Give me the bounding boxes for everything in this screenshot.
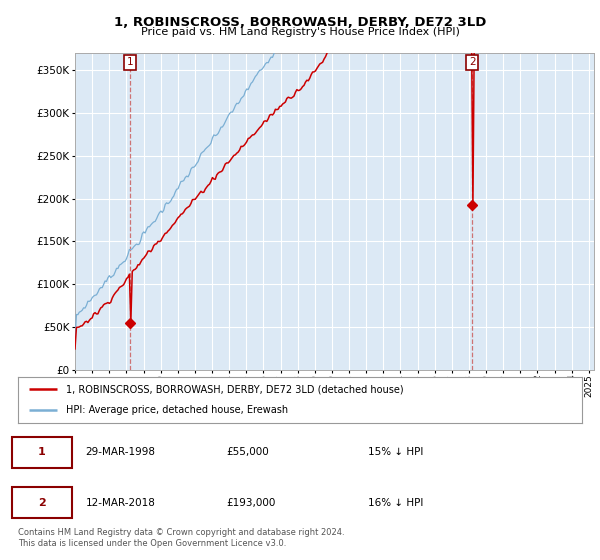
Text: 29-MAR-1998: 29-MAR-1998 (86, 447, 155, 457)
Text: 16% ↓ HPI: 16% ↓ HPI (368, 498, 423, 507)
Text: 1: 1 (38, 447, 46, 457)
Text: £55,000: £55,000 (227, 447, 269, 457)
Text: 12-MAR-2018: 12-MAR-2018 (86, 498, 155, 507)
FancyBboxPatch shape (13, 487, 71, 518)
Text: Contains HM Land Registry data © Crown copyright and database right 2024.
This d: Contains HM Land Registry data © Crown c… (18, 528, 344, 548)
Text: 2: 2 (469, 58, 476, 67)
Text: 1, ROBINSCROSS, BORROWASH, DERBY, DE72 3LD (detached house): 1, ROBINSCROSS, BORROWASH, DERBY, DE72 3… (66, 384, 404, 394)
Text: 1: 1 (127, 58, 133, 67)
Text: HPI: Average price, detached house, Erewash: HPI: Average price, detached house, Erew… (66, 405, 288, 416)
FancyBboxPatch shape (13, 437, 71, 468)
Text: 15% ↓ HPI: 15% ↓ HPI (368, 447, 423, 457)
Text: Price paid vs. HM Land Registry's House Price Index (HPI): Price paid vs. HM Land Registry's House … (140, 27, 460, 37)
Text: 2: 2 (38, 498, 46, 507)
Text: £193,000: £193,000 (227, 498, 276, 507)
Text: 1, ROBINSCROSS, BORROWASH, DERBY, DE72 3LD: 1, ROBINSCROSS, BORROWASH, DERBY, DE72 3… (114, 16, 486, 29)
